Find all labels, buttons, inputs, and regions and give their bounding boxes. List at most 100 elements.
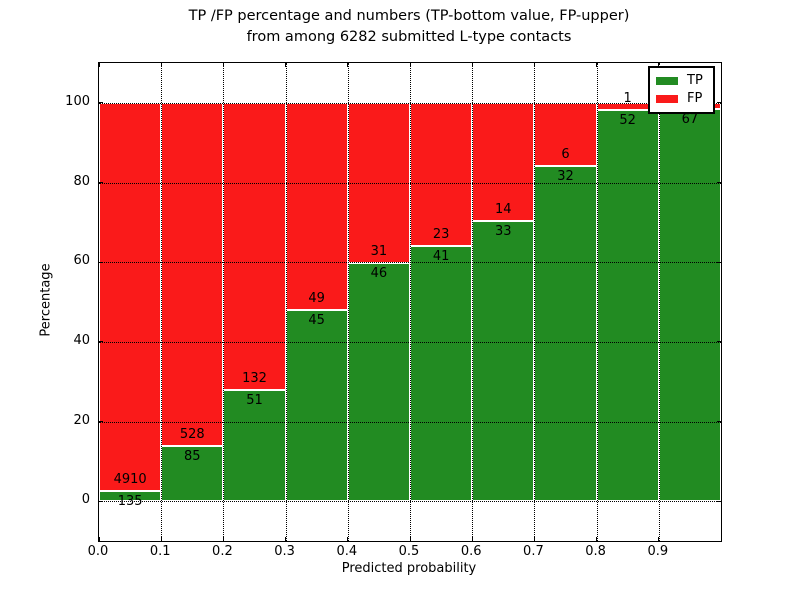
gridline-horizontal: [99, 262, 721, 264]
tick-mark: [533, 537, 535, 541]
bar-segment-tp: [99, 490, 162, 502]
chart-title-line-2: from among 6282 submitted L-type contact…: [246, 29, 572, 45]
tick-mark: [717, 421, 721, 422]
bar-fp-count-label: 49: [308, 291, 325, 307]
tick-mark: [658, 537, 660, 541]
gridline-horizontal: [99, 501, 721, 503]
y-tick-label: 80: [73, 173, 90, 189]
x-tick-label: 0.5: [398, 544, 420, 559]
bar-tp-count-label: 46: [370, 266, 388, 282]
legend-label-tp: TP: [687, 73, 703, 88]
tick-mark: [99, 182, 103, 183]
bar-segment-tp: [285, 310, 348, 502]
gridline-vertical: [658, 63, 660, 541]
legend: TP FP: [648, 66, 715, 114]
bar-tp-count-label: 32: [557, 168, 574, 184]
bar-tp-count-label: 52: [619, 113, 636, 129]
tick-mark: [285, 537, 287, 541]
tick-mark: [471, 537, 473, 541]
gridline-vertical: [223, 63, 225, 541]
chart-title: TP /FP percentage and numbers (TP-bottom…: [98, 6, 720, 48]
x-tick-label: 0.9: [647, 544, 669, 559]
tick-mark: [471, 63, 473, 67]
gridline-vertical: [285, 63, 287, 541]
bar-segment-tp: [534, 165, 597, 502]
y-tick-label: 40: [73, 332, 90, 348]
x-tick-label: 0.1: [149, 544, 171, 559]
tick-mark: [285, 63, 287, 67]
bar-tp-count-label: 51: [246, 393, 263, 409]
bar-fp-count-label: 132: [242, 371, 267, 387]
tick-mark: [409, 63, 411, 67]
bar-segment-fp: [99, 102, 162, 491]
bar-tp-count-label: 45: [308, 313, 325, 329]
bar-fp-count-label: 6: [561, 146, 570, 162]
tick-mark: [99, 102, 103, 104]
bar-segment-tp: [410, 245, 473, 502]
x-tick-label: 0.6: [460, 544, 482, 559]
y-tick-label: 60: [73, 253, 90, 269]
bar-segment-fp: [472, 102, 535, 222]
tick-mark: [717, 182, 721, 183]
x-tick-label: 0.8: [585, 544, 606, 559]
bar-tp-count-label: 85: [184, 448, 201, 464]
x-axis-label: Predicted probability: [341, 561, 477, 576]
x-tick-label: 0.0: [87, 544, 109, 559]
bar-segment-tp: [161, 445, 224, 502]
legend-swatch-fp: [656, 95, 678, 103]
tick-mark: [347, 63, 349, 67]
bar-segment-tp: [596, 110, 659, 502]
bar-segment-tp: [347, 263, 410, 502]
y-tick-label: 20: [73, 412, 90, 428]
y-axis-label: Percentage: [38, 263, 54, 337]
chart-title-line-1: TP /FP percentage and numbers (TP-bottom…: [188, 8, 630, 24]
bar-segment-fp: [410, 102, 473, 246]
tick-mark: [596, 63, 598, 67]
bar-segment-fp: [285, 102, 348, 311]
tick-mark: [347, 537, 349, 541]
bar-segment-tp: [658, 108, 721, 502]
bar-fp-count-label: 1: [623, 91, 632, 107]
legend-swatch-tp: [656, 77, 678, 85]
x-tick-label: 0.7: [523, 544, 544, 559]
tick-mark: [98, 63, 100, 67]
legend-entry-fp: FP: [656, 92, 707, 106]
bar-fp-count-label: 528: [179, 426, 205, 442]
gridline-horizontal: [99, 341, 721, 343]
tick-mark: [99, 421, 103, 422]
tick-mark: [99, 500, 103, 502]
tick-mark: [717, 261, 721, 263]
bar-segment-fp: [223, 102, 286, 391]
bar-tp-count-label: 41: [432, 248, 450, 264]
bar-fp-count-label: 23: [432, 226, 450, 242]
bar-fp-count-label: 4910: [113, 471, 147, 487]
gridline-vertical: [347, 63, 349, 541]
gridline-vertical: [161, 63, 163, 541]
tick-mark: [658, 63, 660, 67]
tick-mark: [160, 63, 162, 67]
gridline-horizontal: [99, 182, 721, 184]
gridline-vertical: [472, 63, 474, 541]
legend-label-fp: FP: [687, 91, 703, 106]
tick-mark: [717, 500, 721, 502]
bar-segment-tp: [472, 221, 535, 502]
bar-tp-count-label: 67: [681, 111, 699, 127]
bar-tp-count-label: 33: [495, 224, 512, 240]
tick-mark: [717, 341, 721, 343]
tick-mark: [160, 537, 162, 541]
bar-fp-count-label: 31: [370, 244, 388, 260]
tick-mark: [596, 537, 598, 541]
tick-mark: [717, 102, 721, 104]
tick-mark: [409, 537, 411, 541]
tick-mark: [98, 537, 100, 541]
bar-segment-fp: [161, 102, 224, 446]
gridline-horizontal: [99, 421, 721, 423]
gridline-horizontal: [99, 102, 721, 104]
y-tick-label: 100: [65, 93, 90, 109]
tick-mark: [99, 261, 103, 263]
bar-tp-count-label: 135: [117, 493, 143, 509]
x-tick-label: 0.4: [336, 544, 358, 559]
tick-mark: [533, 63, 535, 67]
x-tick-label: 0.2: [212, 544, 233, 559]
